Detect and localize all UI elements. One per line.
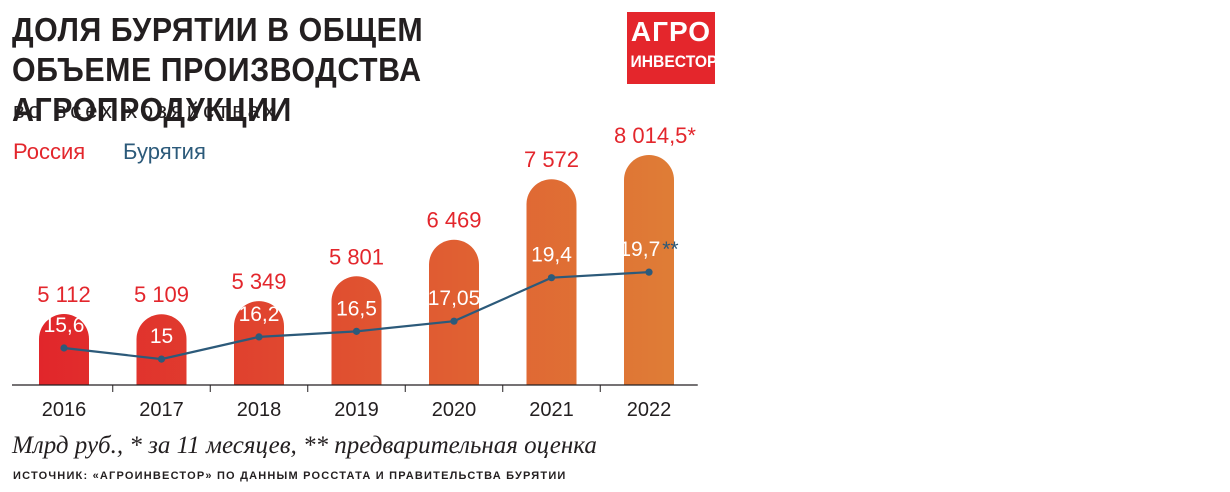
x-tick-label-2016: 2016: [42, 399, 87, 421]
line-value-label-2018: 16,2: [239, 303, 280, 326]
x-tick-label-2021: 2021: [529, 399, 574, 421]
line-value-label-2017: 15: [150, 325, 173, 348]
footnote: Млрд руб., * за 11 месяцев, ** предварит…: [12, 432, 597, 459]
point-buryatia-2021: [547, 274, 556, 282]
x-tick-label-2020: 2020: [432, 399, 477, 421]
bar-russia-2018: [234, 301, 284, 385]
source-note: ИСТОЧНИК: «АГРОИНВЕСТОР» ПО ДАННЫМ РОССТ…: [13, 470, 567, 482]
bar-russia-2017: [136, 314, 187, 385]
logo-line-1: АГРО: [630, 16, 712, 47]
chart-subtitle: во всех хозяйствах: [13, 98, 279, 123]
point-buryatia-2017: [157, 355, 166, 363]
bar-russia-2021: [526, 179, 577, 385]
bar-value-label-2016: 5 112: [37, 282, 90, 307]
bar-value-label-2017: 5 109: [134, 282, 189, 307]
point-buryatia-2018: [255, 333, 263, 341]
bar-line-chart: 5 112 2016 5 109 2017 5 349 2018 5 801 2019 6 46…: [12, 123, 698, 421]
point-buryatia-2016: [60, 344, 68, 352]
bar-value-label-2021: 7 572: [524, 147, 579, 172]
bar-russia-2020: [429, 239, 479, 385]
logo-line-2: ИНВЕСТОР: [630, 52, 718, 71]
line-value-label-2020: 17,05: [428, 287, 481, 310]
agroinvestor-logo: АГРО ИНВЕСТОР: [627, 12, 718, 84]
line-value-label-2019: 16,5: [336, 297, 377, 320]
bar-value-label-2022: 8 014,5*: [614, 123, 696, 148]
line-value-label-2021: 19,4: [531, 244, 572, 267]
legend-buryatia: Бурятия: [123, 139, 206, 164]
x-tick-label-2019: 2019: [334, 399, 379, 421]
x-tick-label-2018: 2018: [237, 399, 282, 421]
point-buryatia-2019: [352, 327, 361, 335]
x-tick-label-2022: 2022: [627, 399, 672, 421]
chart-title: ДОЛЯ БУРЯТИИ В ОБЩЕМ ОБЪЕМЕ ПРОИЗВОДСТВА…: [12, 11, 424, 128]
bar-value-label-2018: 5 349: [231, 269, 286, 294]
bar-value-label-2019: 5 801: [329, 244, 384, 269]
bar-value-label-2020: 6 469: [426, 208, 481, 233]
x-tick-label-2017: 2017: [139, 399, 184, 421]
legend-russia: Россия: [13, 139, 86, 164]
line-value-label-2022: 19,7**: [619, 238, 678, 261]
point-buryatia-2020: [450, 317, 458, 325]
line-value-label-2016: 15,6: [44, 314, 85, 337]
point-buryatia-2022: [645, 268, 653, 276]
